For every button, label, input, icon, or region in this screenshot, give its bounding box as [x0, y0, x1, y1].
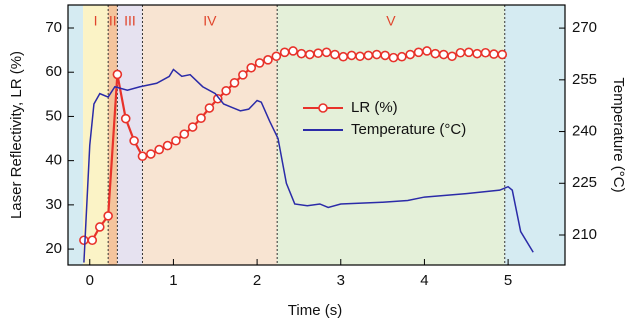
region-label: IV — [203, 13, 217, 29]
point — [94, 222, 105, 232]
y2-axis-title: Temperature (°C) — [610, 77, 627, 192]
y-tick-label: 60 — [45, 63, 62, 80]
point — [204, 103, 215, 113]
point — [263, 55, 273, 65]
x-tick-label: 5 — [504, 272, 512, 289]
point — [397, 51, 407, 62]
region-label: III — [124, 13, 136, 29]
x-tick-label: 0 — [86, 272, 94, 289]
y2-tick-label: 255 — [572, 71, 597, 88]
point — [388, 52, 399, 63]
point — [455, 47, 466, 58]
point — [463, 47, 474, 58]
y-tick-label: 50 — [45, 107, 62, 124]
point — [154, 144, 165, 155]
point — [296, 48, 307, 59]
x-tick-label: 4 — [420, 272, 428, 289]
point — [221, 85, 231, 96]
point — [321, 47, 332, 58]
point — [129, 135, 139, 146]
y-axis-title: Laser Reflectivity, LR (%) — [8, 51, 25, 219]
point — [330, 49, 340, 60]
point — [246, 62, 257, 73]
x-tick-label: 2 — [253, 272, 261, 289]
point — [480, 47, 491, 58]
region-label: II — [109, 13, 117, 29]
y2-tick-label: 270 — [572, 19, 597, 36]
region — [142, 5, 278, 265]
region — [68, 5, 84, 265]
point — [371, 49, 382, 60]
point — [254, 58, 265, 68]
point — [472, 48, 482, 59]
region-label: I — [94, 13, 98, 29]
point — [305, 49, 315, 60]
point — [288, 46, 298, 56]
point — [120, 113, 131, 124]
point — [103, 211, 113, 221]
point — [137, 151, 148, 162]
point — [363, 50, 374, 61]
point — [422, 46, 432, 56]
point — [171, 135, 181, 146]
y2-tick-label: 240 — [572, 123, 597, 140]
point — [238, 70, 248, 80]
point — [212, 93, 223, 104]
point — [355, 51, 365, 62]
point — [447, 51, 457, 62]
point — [229, 78, 240, 88]
x-tick-label: 3 — [337, 272, 345, 289]
point — [413, 47, 424, 58]
point — [489, 49, 499, 59]
point — [346, 50, 357, 61]
region — [117, 5, 143, 265]
legend-marker — [318, 103, 328, 113]
series-line — [83, 68, 534, 263]
point — [162, 140, 173, 151]
region-label: V — [386, 13, 396, 29]
point — [196, 113, 206, 123]
point — [271, 51, 282, 62]
y-tick-label: 30 — [45, 196, 62, 213]
point — [405, 49, 416, 60]
point — [313, 48, 323, 58]
region — [504, 5, 565, 265]
point — [146, 149, 156, 159]
point — [338, 51, 349, 62]
point — [497, 49, 508, 60]
point — [187, 122, 198, 132]
point — [87, 235, 98, 246]
y2-tick-label: 225 — [572, 174, 597, 191]
point — [279, 47, 290, 58]
plot-frame — [67, 4, 566, 266]
y2-tick-label: 210 — [572, 226, 597, 243]
legend-label: LR (%) — [351, 99, 398, 116]
legend-label: Temperature (°C) — [351, 121, 466, 138]
point — [380, 50, 390, 61]
y-tick-label: 40 — [45, 152, 62, 169]
y-tick-label: 70 — [45, 19, 62, 36]
point — [112, 69, 123, 80]
point — [79, 235, 89, 246]
x-tick-label: 1 — [169, 272, 177, 289]
point — [438, 49, 449, 60]
y-tick-label: 20 — [45, 240, 62, 257]
point — [430, 48, 441, 59]
x-axis-title: Time (s) — [288, 302, 342, 319]
point — [179, 129, 190, 139]
